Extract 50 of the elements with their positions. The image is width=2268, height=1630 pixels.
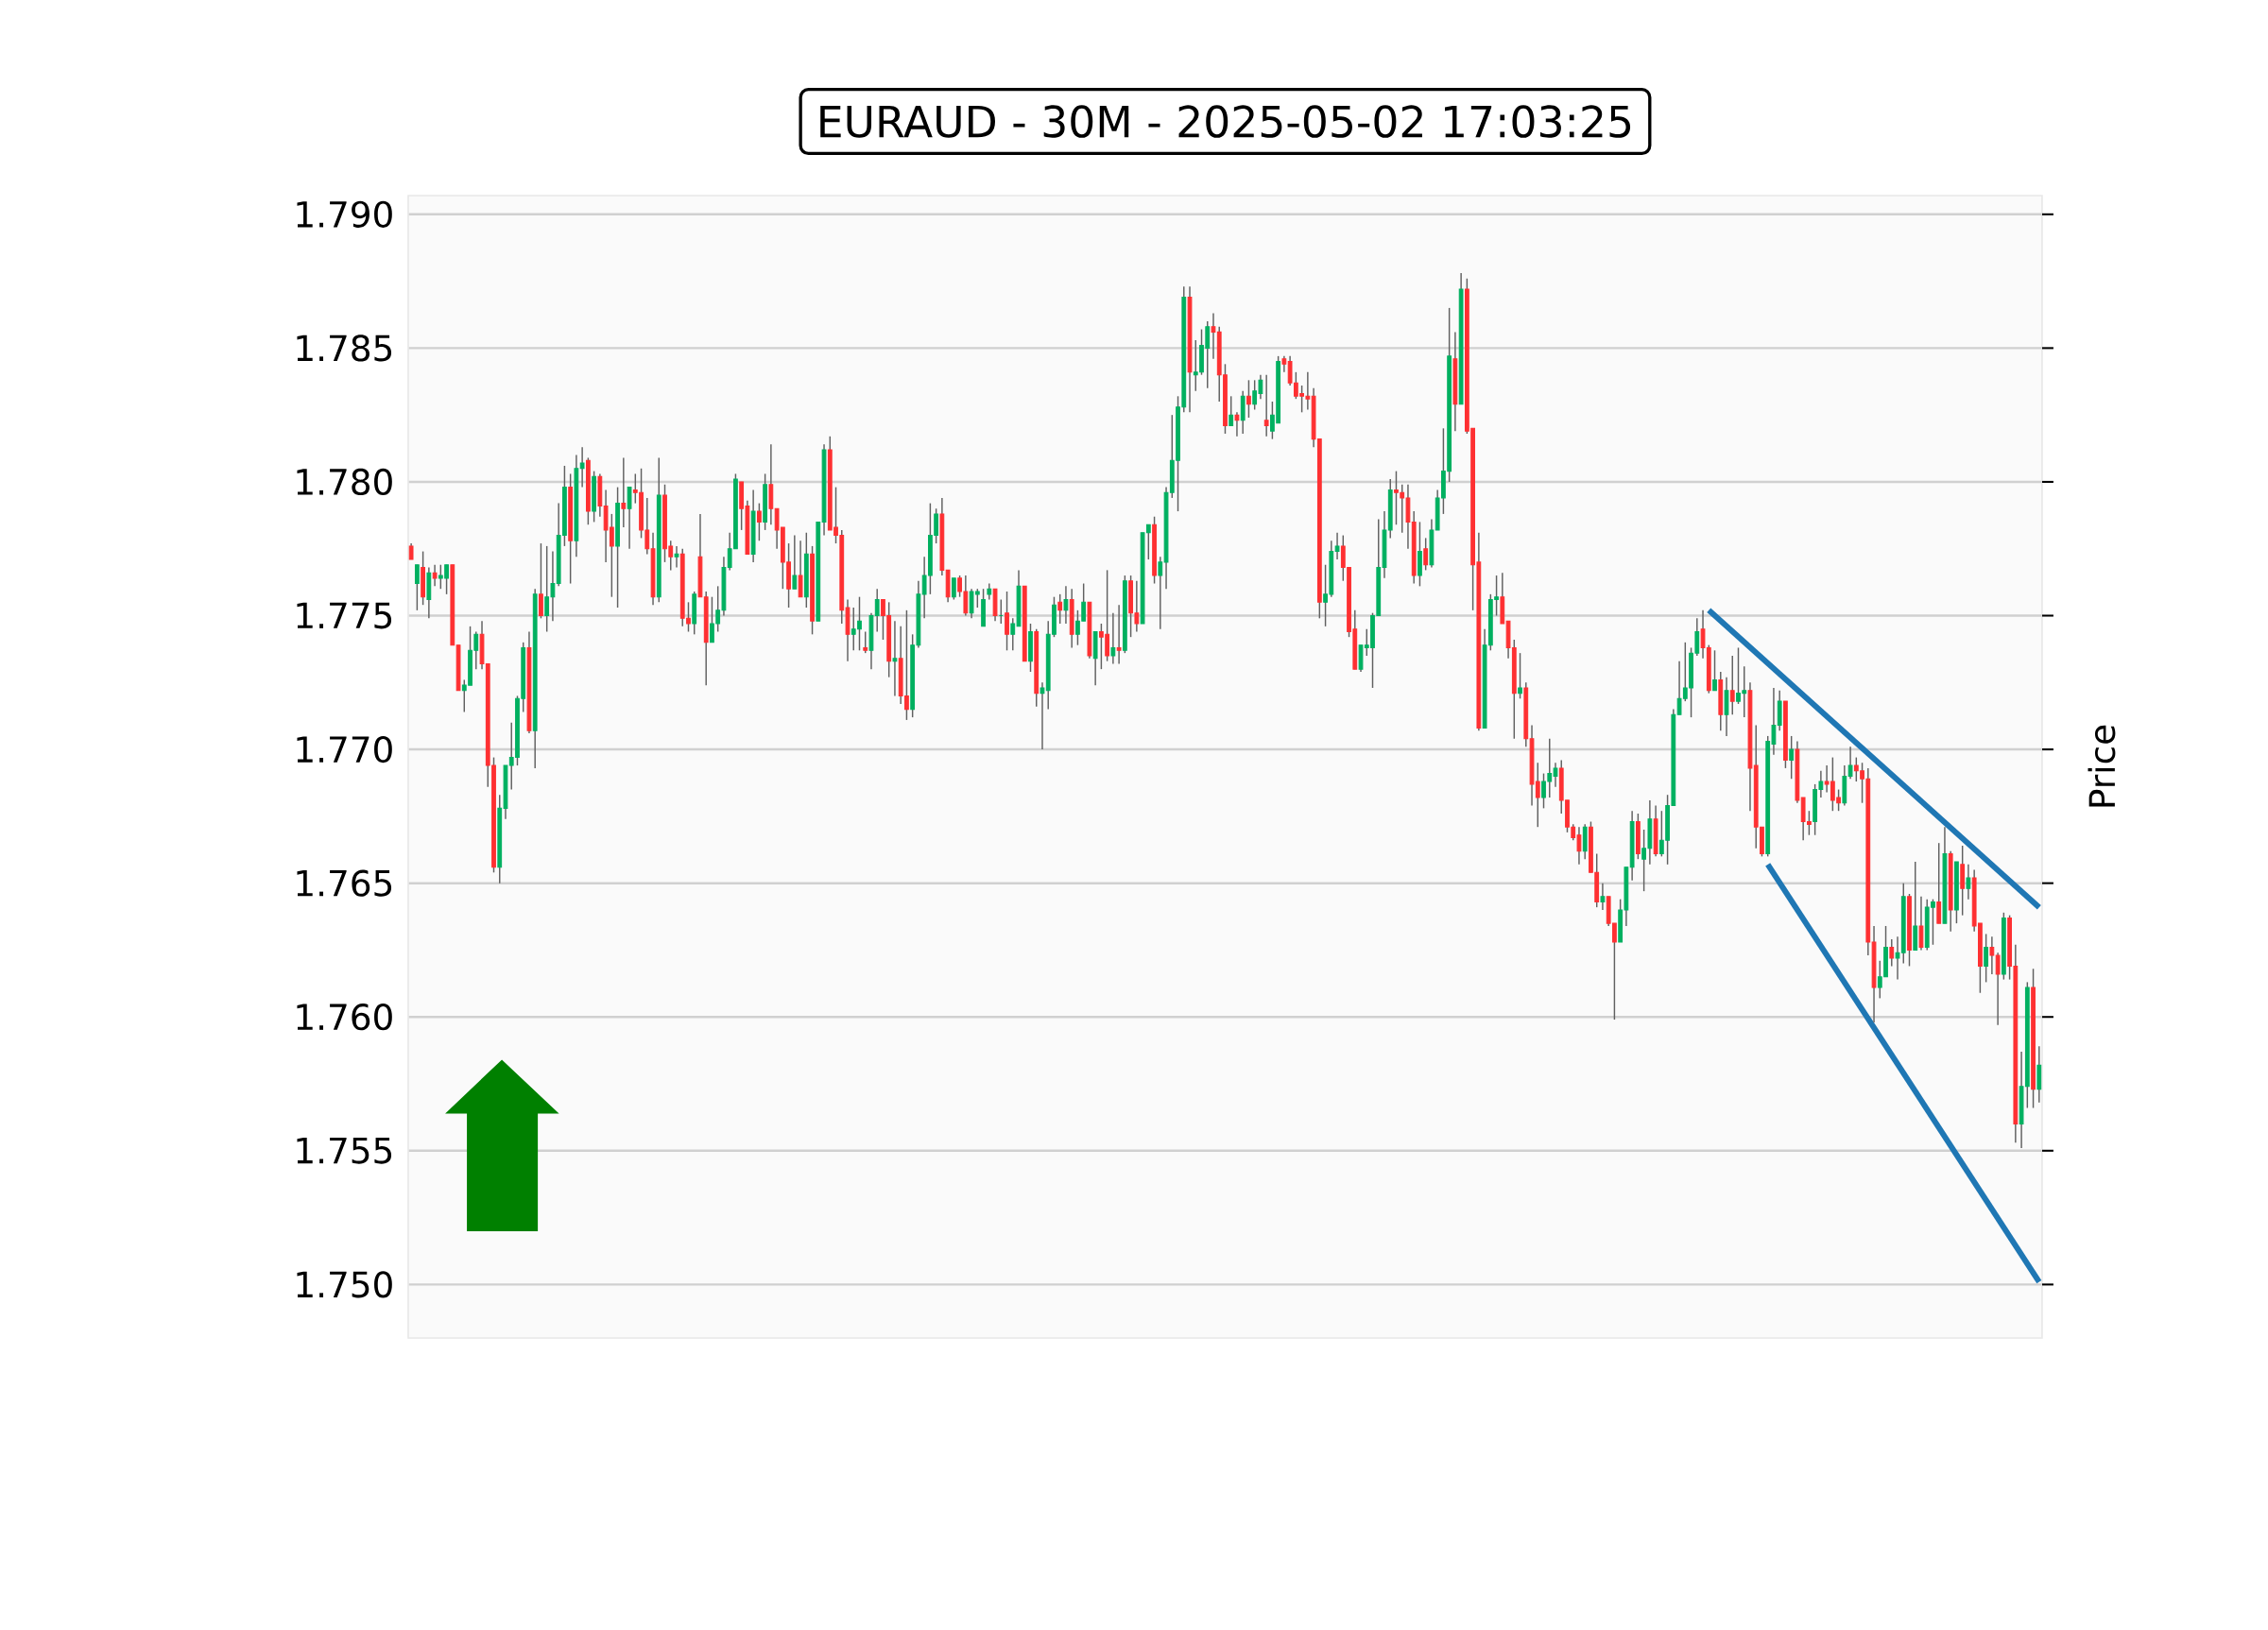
candlestick — [792, 534, 798, 590]
y-tick-label: 1.785 — [297, 335, 392, 362]
candlestick — [674, 545, 679, 569]
y-tick-label: 1.790 — [297, 200, 392, 228]
y-tick-label: 1.760 — [297, 1004, 392, 1031]
y-tick-label: 1.775 — [297, 602, 392, 629]
candlestick — [1789, 735, 1795, 780]
candlestick — [627, 486, 632, 550]
candlestick — [1966, 864, 1971, 901]
candlestick — [1234, 411, 1240, 438]
candlestick — [1158, 556, 1163, 630]
candlestick — [539, 542, 543, 620]
candlestick — [579, 446, 585, 489]
y-tick-label: 1.770 — [297, 735, 392, 764]
candlestick — [1057, 593, 1063, 625]
candlestick — [1228, 395, 1234, 427]
candlestick — [1110, 611, 1116, 665]
y-axis-title: Price — [2088, 725, 2116, 807]
candlestick — [863, 630, 868, 654]
candlestick — [1005, 591, 1009, 652]
candlestick — [1889, 938, 1895, 968]
candlestick — [1995, 952, 2001, 1026]
candlestick — [1984, 933, 1989, 984]
candlestick — [874, 588, 880, 633]
y-tick-label: 1.765 — [297, 869, 392, 897]
candlestick — [432, 563, 438, 588]
candlestick — [892, 620, 898, 697]
candlestick — [756, 502, 762, 541]
candlestick — [1729, 655, 1735, 716]
candlestick — [1263, 373, 1269, 438]
candlestick — [621, 456, 627, 528]
chart-title: EURAUD - 30M - 2025-05-02 17:03:25 — [820, 105, 1631, 138]
candlestick — [798, 540, 803, 598]
candlestick — [414, 563, 420, 611]
candlestick — [1063, 585, 1069, 625]
candlestick — [951, 577, 956, 601]
candlestick — [1918, 896, 1924, 952]
candlestick — [1246, 379, 1251, 419]
y-tick-label: 1.755 — [297, 1137, 392, 1164]
candlestick — [1423, 537, 1429, 572]
y-tick-label: 1.750 — [297, 1271, 392, 1298]
candlestick — [1712, 649, 1717, 692]
candlestick — [1334, 532, 1340, 560]
candlestick — [1116, 604, 1122, 665]
candlestick — [1989, 935, 1995, 975]
candlestick — [1847, 746, 1853, 780]
candlestick — [1600, 882, 1606, 911]
candlestick — [1936, 842, 1942, 924]
candlestick — [1518, 652, 1522, 700]
y-tick-label: 1.780 — [297, 468, 392, 496]
